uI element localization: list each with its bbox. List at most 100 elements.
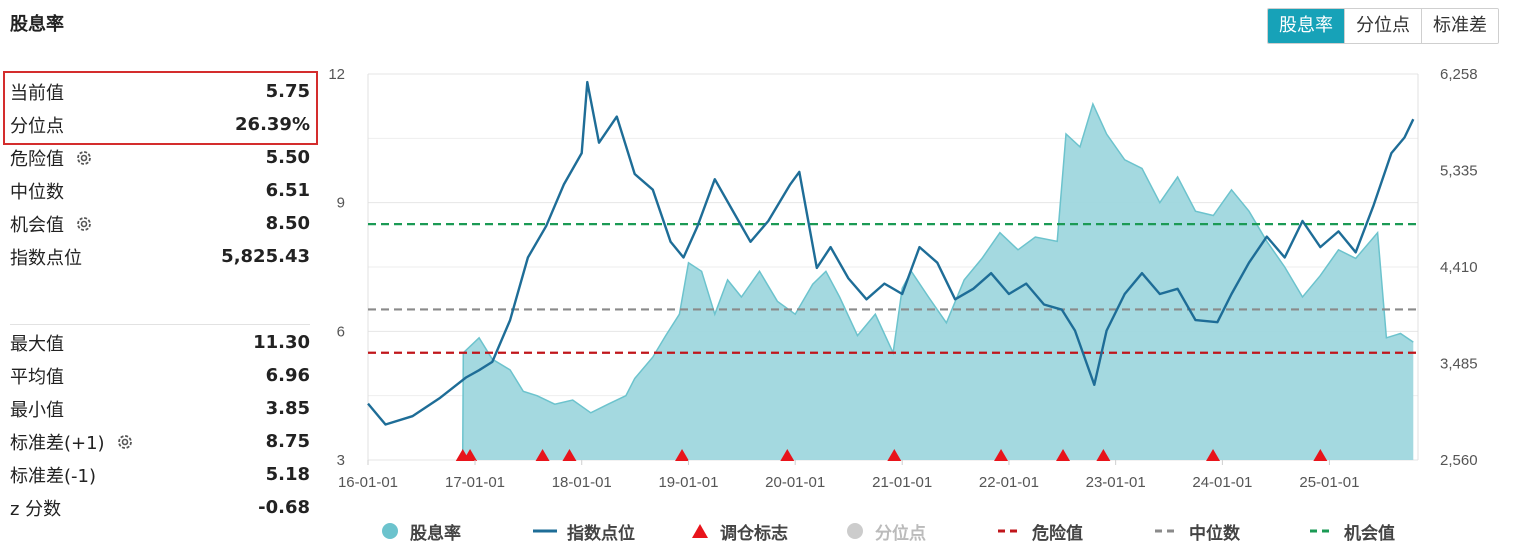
rebalance-marker — [562, 449, 577, 461]
stat-value: 26.39% — [235, 114, 310, 135]
stat-mean: 平均值 6.96 — [10, 359, 310, 392]
stat-max: 最大值 11.30 — [10, 326, 310, 359]
stat-min: 最小值 3.85 — [10, 392, 310, 425]
legend-label: 机会值 — [1344, 523, 1395, 544]
stat-label: 分位点 — [10, 115, 64, 137]
tab-percentile[interactable]: 分位点 — [1344, 9, 1421, 43]
y-right-tick-label: 5,335 — [1440, 162, 1478, 179]
stat-label: z 分数 — [10, 498, 62, 520]
rebalance-marker — [887, 449, 902, 461]
stat-label: 平均值 — [10, 366, 64, 388]
legend-dash-icon — [998, 529, 1022, 533]
index-line — [367, 80, 1415, 426]
stat-label: 指数点位 — [10, 247, 82, 269]
legend-label: 危险值 — [1032, 523, 1083, 544]
legend-index[interactable]: 指数点位 — [533, 518, 635, 544]
x-tick-label: 18-01-01 — [552, 474, 612, 491]
y-right-tick-label: 4,410 — [1440, 259, 1478, 276]
legend-label: 调仓标志 — [720, 523, 788, 544]
stat-label: 当前值 — [10, 82, 64, 104]
legend-dash-icon — [1155, 529, 1179, 533]
x-tick-label: 22-01-01 — [979, 474, 1039, 491]
legend-danger[interactable]: 危险值 — [998, 518, 1083, 544]
gear-icon[interactable] — [115, 432, 135, 452]
legend-dot-icon — [847, 523, 863, 539]
gear-icon[interactable] — [74, 148, 94, 168]
stat-median: 中位数 6.51 — [10, 174, 310, 207]
legend-label: 指数点位 — [567, 523, 635, 544]
y-right-tick-label: 2,560 — [1440, 452, 1478, 469]
metric-tabs: 股息率 分位点 标准差 — [1267, 8, 1499, 44]
rebalance-marker — [463, 449, 478, 461]
legend-dot-icon — [382, 523, 398, 539]
x-tick-label: 19-01-01 — [658, 474, 718, 491]
legend-label: 中位数 — [1189, 523, 1240, 544]
legend-dash-icon — [1310, 529, 1334, 533]
stat-label: 标准差(+1) — [10, 432, 105, 454]
stat-label: 最小值 — [10, 399, 64, 421]
highlight-box — [3, 71, 318, 145]
stat-label-wrap: 机会值 — [10, 211, 94, 237]
rebalance-marker — [1313, 449, 1328, 461]
stat-value: 5.50 — [265, 147, 310, 168]
x-tick-label: 23-01-01 — [1086, 474, 1146, 491]
stat-label: 中位数 — [10, 181, 64, 203]
dividend-yield-area — [462, 104, 1414, 460]
stat-label: 危险值 — [10, 148, 64, 170]
legend-opportunity[interactable]: 机会值 — [1310, 518, 1395, 544]
y-right-tick-label: 6,258 — [1440, 66, 1478, 83]
rebalance-marker — [675, 449, 690, 461]
tab-standard-deviation[interactable]: 标准差 — [1421, 9, 1498, 43]
y-left-tick-label: 12 — [328, 66, 345, 83]
stat-percentile: 分位点 26.39% — [10, 108, 310, 141]
legend-label: 股息率 — [410, 523, 461, 544]
stat-value: 8.50 — [265, 213, 310, 234]
stat-danger: 危险值 5.50 — [10, 141, 310, 174]
x-tick-label: 16-01-01 — [338, 474, 398, 491]
legend-median[interactable]: 中位数 — [1155, 518, 1240, 544]
gear-icon[interactable] — [74, 214, 94, 234]
legend-dividend-yield[interactable]: 股息率 — [380, 518, 461, 544]
divider — [10, 324, 310, 325]
legend-line-icon — [533, 529, 557, 533]
y-left-tick-label: 3 — [337, 452, 345, 469]
stat-label-wrap: 标准差(+1) — [10, 429, 135, 455]
stat-label-wrap: 危险值 — [10, 145, 94, 171]
tab-dividend-yield[interactable]: 股息率 — [1268, 9, 1344, 43]
rebalance-marker — [994, 449, 1009, 461]
stat-value: 11.30 — [253, 332, 310, 353]
stat-value: 6.51 — [265, 180, 310, 201]
stat-opportunity: 机会值 8.50 — [10, 207, 310, 240]
stat-value: 8.75 — [265, 431, 310, 452]
stat-current: 当前值 5.75 — [10, 75, 310, 108]
x-tick-label: 20-01-01 — [765, 474, 825, 491]
rebalance-marker — [780, 449, 795, 461]
x-tick-label: 25-01-01 — [1299, 474, 1359, 491]
stat-value: 6.96 — [265, 365, 310, 386]
stat-sd-minus: 标准差(-1) 5.18 — [10, 458, 310, 491]
stat-index-level: 指数点位 5,825.43 — [10, 240, 310, 273]
page-title: 股息率 — [10, 14, 64, 35]
rebalance-marker — [1096, 449, 1111, 461]
rebalance-marker — [1206, 449, 1221, 461]
legend-label: 分位点 — [875, 523, 926, 544]
stat-sd-plus: 标准差(+1) 8.75 — [10, 425, 310, 458]
x-tick-label: 17-01-01 — [445, 474, 505, 491]
stat-value: 5,825.43 — [221, 246, 310, 267]
stat-value: -0.68 — [258, 497, 310, 518]
y-left-tick-label: 9 — [337, 195, 345, 212]
stat-label: 机会值 — [10, 214, 64, 236]
stat-value: 5.18 — [265, 464, 310, 485]
y-right-tick-label: 3,485 — [1440, 355, 1478, 372]
stat-value: 3.85 — [265, 398, 310, 419]
stat-value: 5.75 — [265, 81, 310, 102]
rebalance-marker — [535, 449, 550, 461]
legend-percentile[interactable]: 分位点 — [845, 518, 926, 544]
x-tick-label: 24-01-01 — [1192, 474, 1252, 491]
legend-rebalance[interactable]: 调仓标志 — [690, 518, 788, 544]
triangle-icon — [692, 524, 708, 538]
x-tick-label: 21-01-01 — [872, 474, 932, 491]
stats-panel: 当前值 5.75 分位点 26.39% 危险值 5.50 中位数 6.51 机会… — [0, 0, 320, 545]
y-left-tick-label: 6 — [337, 323, 345, 340]
stat-label: 标准差(-1) — [10, 465, 96, 487]
